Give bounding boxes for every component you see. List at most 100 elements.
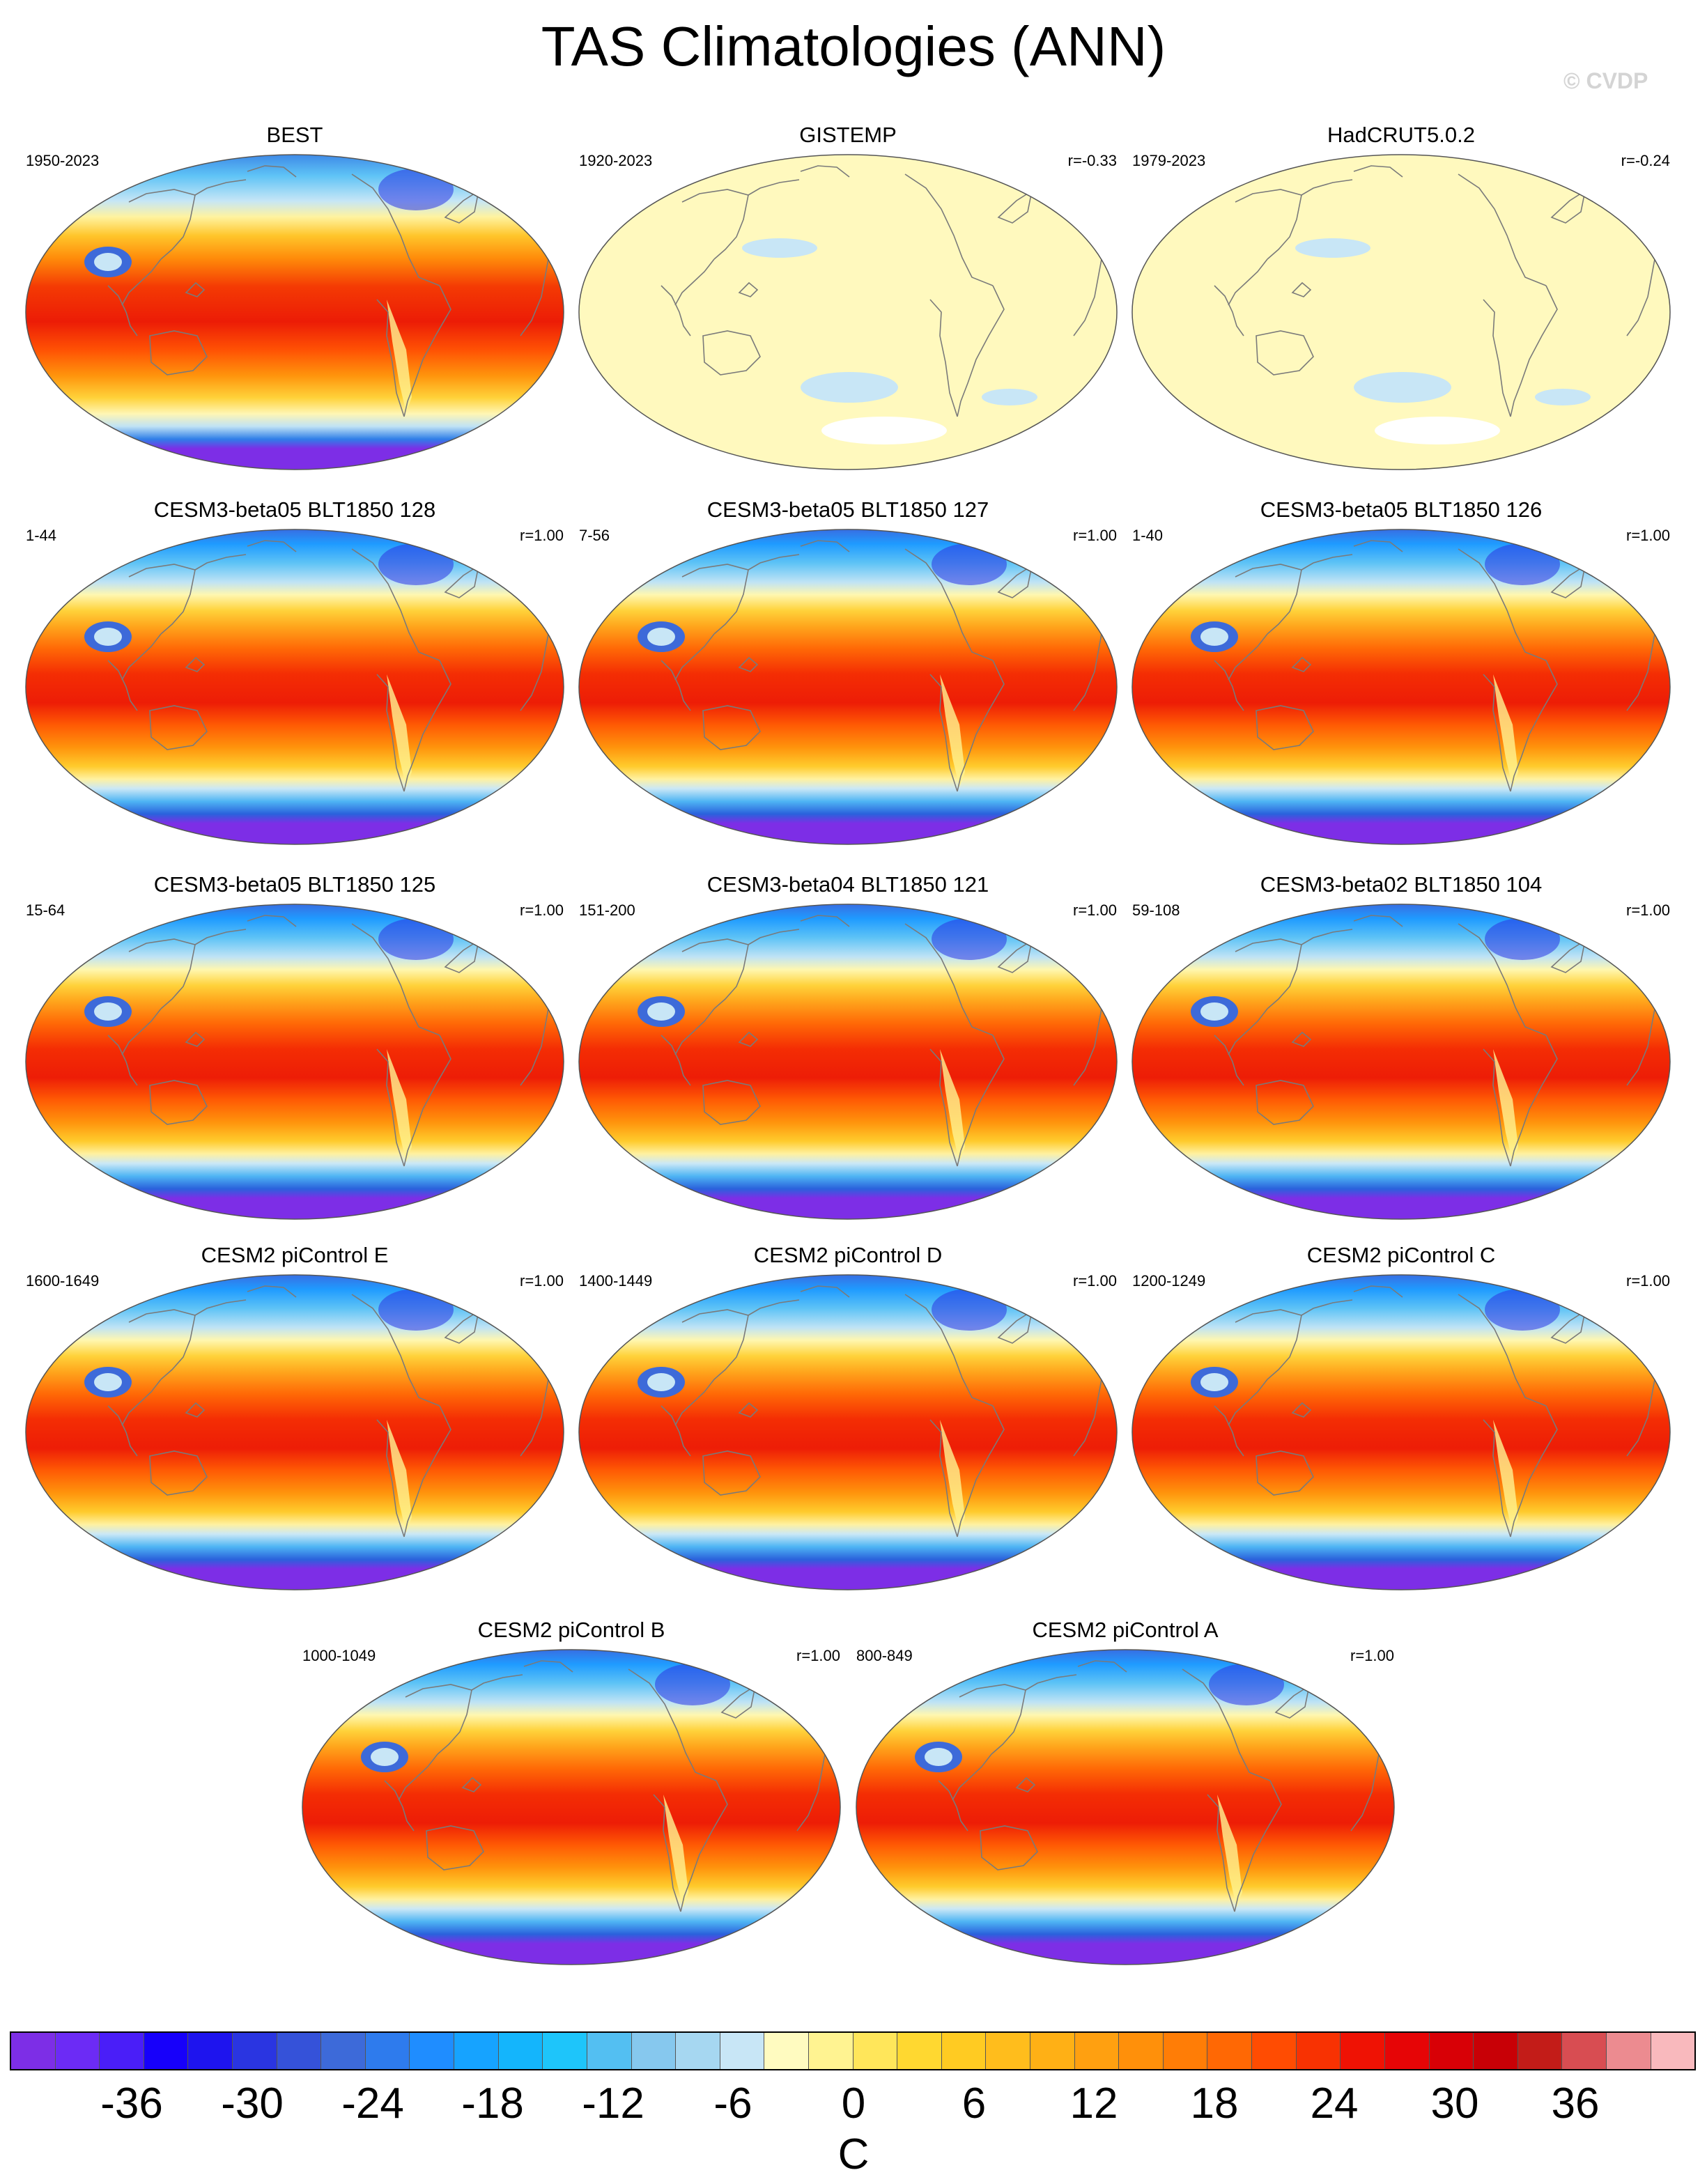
map-panel: CESM2 piControl B 1000-1049 r=1.00 (301, 1618, 842, 1966)
coastline (1550, 189, 1586, 224)
coastline (952, 1753, 992, 1801)
coastline (247, 1285, 297, 1298)
coastline (247, 540, 297, 552)
map-background (26, 904, 564, 1219)
greenland-cold (378, 169, 454, 210)
period-label: 1-44 (26, 527, 57, 544)
cold-plateau-core (1200, 628, 1228, 646)
coastline (1267, 569, 1302, 635)
coastline (1214, 1035, 1244, 1086)
coastline (702, 1080, 761, 1125)
coastline (149, 705, 208, 750)
map-field (26, 1275, 564, 1590)
map-plot (856, 1649, 1395, 1965)
colorbar-swatch (11, 2033, 56, 2069)
coastline (160, 194, 196, 260)
coastline (929, 674, 958, 792)
coastline (1228, 1008, 1268, 1055)
coastline (403, 1035, 451, 1167)
colorbar-swatch (720, 2033, 765, 2069)
map-outline (1131, 1274, 1671, 1590)
coastline (1510, 285, 1558, 417)
coastline (957, 1035, 1005, 1167)
correlation-label: r=1.00 (1073, 527, 1117, 544)
coastline (929, 1419, 958, 1538)
map-field (26, 529, 564, 844)
coastline (1291, 281, 1312, 297)
coastline (160, 944, 196, 1009)
map-plot (578, 154, 1118, 470)
colorbar-tick-label: -30 (221, 2080, 284, 2128)
coastline (674, 1008, 715, 1055)
coastline (957, 1405, 1005, 1538)
colorbar-swatch (1429, 2033, 1474, 2069)
andes-band (387, 300, 412, 412)
map-outline (25, 529, 564, 845)
map-panel: CESM3-beta05 BLT1850 127 7-56 r=1.00 (578, 497, 1118, 846)
coastline (991, 1689, 1026, 1755)
greenland-cold (378, 1289, 454, 1331)
map-field (1132, 155, 1670, 470)
coastline (121, 1008, 162, 1055)
panel-title: CESM2 piControl D (753, 1243, 943, 1267)
map-outline (578, 529, 1118, 845)
colorbar-swatch (1341, 2033, 1385, 2069)
colorbar-swatch (233, 2033, 277, 2069)
map-field (302, 1650, 840, 1965)
map-background (1132, 904, 1670, 1219)
colorbar-tick-label: 12 (1069, 2080, 1118, 2128)
coastline (1182, 1668, 1271, 1781)
coastline (997, 1310, 1033, 1344)
map-field (856, 1650, 1394, 1965)
coastline (738, 1031, 759, 1047)
andes-band (1493, 1049, 1518, 1162)
map-plot (1131, 529, 1671, 845)
coastline (1458, 173, 1547, 286)
coastline (160, 569, 196, 635)
panel-title: CESM2 piControl A (1032, 1618, 1219, 1642)
cold-plateau-core (1200, 1002, 1228, 1021)
coastline (444, 564, 480, 598)
coastline (1015, 1776, 1036, 1792)
panel-title: CESM2 piControl C (1306, 1243, 1496, 1267)
map-plot (1131, 1274, 1671, 1590)
cold-plateau-core (94, 253, 122, 271)
colorbar-tick-label: -18 (461, 2080, 524, 2128)
period-label: 1200-1249 (1132, 1272, 1206, 1290)
panel-title: CESM3-beta05 BLT1850 128 (153, 497, 436, 522)
correlation-label: r=-0.33 (1067, 152, 1117, 169)
period-label: 1600-1649 (26, 1272, 100, 1290)
cold-plateau-core (94, 628, 122, 646)
coastline (376, 1048, 405, 1167)
colorbar-swatch (454, 2033, 499, 2069)
cold-plateau-core (647, 1002, 675, 1021)
period-label: 1950-2023 (26, 152, 100, 169)
period-label: 1979-2023 (1132, 152, 1206, 169)
map-panel: GISTEMP 1920-2023 r=-0.33 (578, 123, 1118, 471)
map-outline (25, 1274, 564, 1590)
map-plot (25, 904, 564, 1220)
colorbar-swatch (897, 2033, 942, 2069)
map-outline (578, 1274, 1118, 1590)
map-plot (1131, 154, 1671, 470)
map-plot (25, 154, 564, 470)
andes-band (940, 1049, 965, 1162)
panel-title: CESM3-beta02 BLT1850 104 (1260, 872, 1543, 897)
map-background (26, 1275, 564, 1590)
coastline (674, 1379, 715, 1426)
map-panel: HadCRUT5.0.2 1979-2023 r=-0.24 (1131, 123, 1671, 471)
colorbar-swatch (1384, 2033, 1430, 2069)
colorbar-swatch (1296, 2033, 1341, 2069)
coastline (800, 915, 850, 927)
map-outline (1131, 904, 1671, 1220)
colorbar-unit: C (837, 2130, 870, 2178)
panel-title: BEST (266, 123, 323, 147)
coastline (1267, 194, 1302, 260)
correlation-label: r=1.00 (1626, 901, 1670, 919)
coastline (661, 1405, 691, 1457)
correlation-label: r=-0.24 (1621, 152, 1670, 169)
map-outline (578, 154, 1118, 470)
colorbar-swatch (365, 2033, 410, 2069)
coastline (904, 173, 994, 286)
map-panel: CESM3-beta05 BLT1850 125 15-64 r=1.00 (24, 872, 565, 1221)
